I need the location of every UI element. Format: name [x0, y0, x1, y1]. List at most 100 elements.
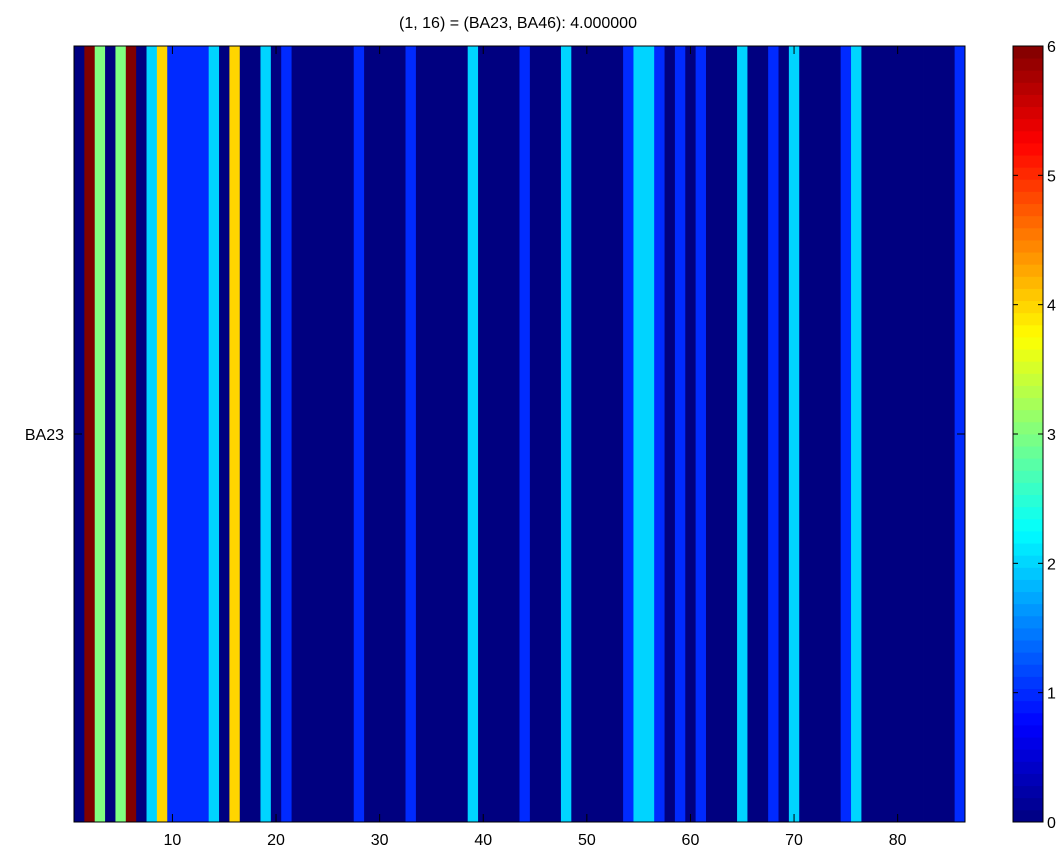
- colorbar: 0 1 2 3 4 5 6: [1012, 39, 1056, 832]
- heatmap-cell: [167, 46, 179, 822]
- heatmap-cell: [830, 46, 842, 822]
- colorbar-band: [1013, 446, 1043, 459]
- colorbar-tick-label: 5: [1047, 168, 1056, 185]
- colorbar-band: [1013, 458, 1043, 471]
- heatmap-cell: [737, 46, 748, 822]
- heatmap-cell: [519, 46, 531, 822]
- colorbar-band: [1013, 179, 1043, 192]
- heatmap-cell: [384, 46, 396, 822]
- heatmap-cell: [509, 46, 520, 822]
- heatmap-cell: [301, 46, 313, 822]
- heatmap-cell: [882, 46, 893, 822]
- colorbar-band: [1013, 227, 1043, 241]
- heatmap-cell: [695, 46, 707, 822]
- heatmap-cell: [778, 46, 790, 822]
- colorbar-band: [1013, 785, 1043, 799]
- heatmap-cell: [260, 46, 272, 822]
- colorbar-tick-label: 6: [1047, 39, 1056, 56]
- heatmap-cell: [146, 46, 158, 822]
- heatmap-cell: [498, 46, 510, 822]
- heatmap-cell: [892, 46, 904, 822]
- colorbar-band: [1013, 70, 1043, 83]
- x-tick-label: 20: [267, 832, 285, 849]
- colorbar-band: [1013, 324, 1043, 338]
- heatmap-cell: [933, 46, 945, 822]
- y-tick-label: BA23: [25, 427, 64, 444]
- colorbar-tick-label: 3: [1047, 427, 1056, 444]
- heatmap-cell: [136, 46, 147, 822]
- colorbar-tick-label: 1: [1047, 686, 1056, 703]
- colorbar-band: [1013, 749, 1043, 762]
- colorbar-band: [1013, 579, 1043, 593]
- heatmap-cell: [281, 46, 292, 822]
- heatmap-cell: [94, 46, 106, 822]
- colorbar-band: [1013, 603, 1043, 617]
- x-tick-label: 40: [474, 832, 492, 849]
- heatmap-cell: [125, 46, 137, 822]
- heatmap-cell: [757, 46, 769, 822]
- colorbar-band: [1013, 640, 1043, 653]
- heatmap-cell: [374, 46, 386, 822]
- colorbar-band: [1013, 118, 1043, 132]
- heatmap-cell: [478, 46, 489, 822]
- colorbar-band: [1013, 361, 1043, 374]
- heatmap-cell: [871, 46, 883, 822]
- colorbar-band: [1013, 700, 1043, 714]
- colorbar-band: [1013, 676, 1043, 690]
- heatmap-cell: [809, 46, 821, 822]
- colorbar-band: [1013, 337, 1043, 350]
- heatmap-cell: [187, 46, 199, 822]
- heatmap-cell: [851, 46, 862, 822]
- colorbar-band: [1013, 373, 1043, 386]
- heatmap-cell: [923, 46, 935, 822]
- heatmap-cell: [944, 46, 956, 822]
- heatmap-cell: [156, 46, 168, 822]
- colorbar-band: [1013, 494, 1043, 508]
- heatmap-cell: [208, 46, 220, 822]
- colorbar-band: [1013, 240, 1043, 253]
- colorbar-band: [1013, 312, 1043, 326]
- heatmap-cell: [395, 46, 406, 822]
- heatmap-cell: [799, 46, 810, 822]
- heatmap-cell: [364, 46, 375, 822]
- colorbar-tick-label: 2: [1047, 556, 1056, 573]
- heatmap-cell: [685, 46, 697, 822]
- heatmap-cell: [312, 46, 324, 822]
- heatmap-cell: [819, 46, 831, 822]
- colorbar-band: [1013, 385, 1043, 399]
- colorbar-band: [1013, 300, 1043, 314]
- heatmap-cell: [664, 46, 676, 822]
- heatmap-cell: [602, 46, 614, 822]
- colorbar-band: [1013, 543, 1043, 556]
- heatmap-cell: [716, 46, 728, 822]
- heatmap-cell: [768, 46, 779, 822]
- heatmap-cell: [343, 46, 355, 822]
- colorbar-band: [1013, 652, 1043, 665]
- heatmap-cell: [198, 46, 210, 822]
- heatmap-cell: [239, 46, 251, 822]
- heatmap-cell: [115, 46, 127, 822]
- colorbar-band: [1013, 143, 1043, 156]
- heatmap-cell: [840, 46, 852, 822]
- heatmap-cell: [747, 46, 759, 822]
- colorbar-band: [1013, 615, 1043, 629]
- colorbar-band: [1013, 288, 1043, 302]
- x-tick-label: 70: [785, 832, 803, 849]
- colorbar-band: [1013, 591, 1043, 605]
- colorbar-band: [1013, 46, 1043, 59]
- colorbar-band: [1013, 421, 1043, 435]
- colorbar-band: [1013, 215, 1043, 229]
- colorbar-band: [1013, 349, 1043, 362]
- heatmap-cell: [457, 46, 469, 822]
- colorbar-band: [1013, 725, 1043, 738]
- colorbar-band: [1013, 167, 1043, 180]
- colorbar-band: [1013, 688, 1043, 702]
- heatmap-cell: [633, 46, 645, 822]
- heatmap-cell: [643, 46, 655, 822]
- colorbar-band: [1013, 797, 1043, 811]
- heatmap-cell: [861, 46, 873, 822]
- colorbar-band: [1013, 470, 1043, 483]
- heatmap-cell: [560, 46, 572, 822]
- heatmap-cell: [219, 46, 230, 822]
